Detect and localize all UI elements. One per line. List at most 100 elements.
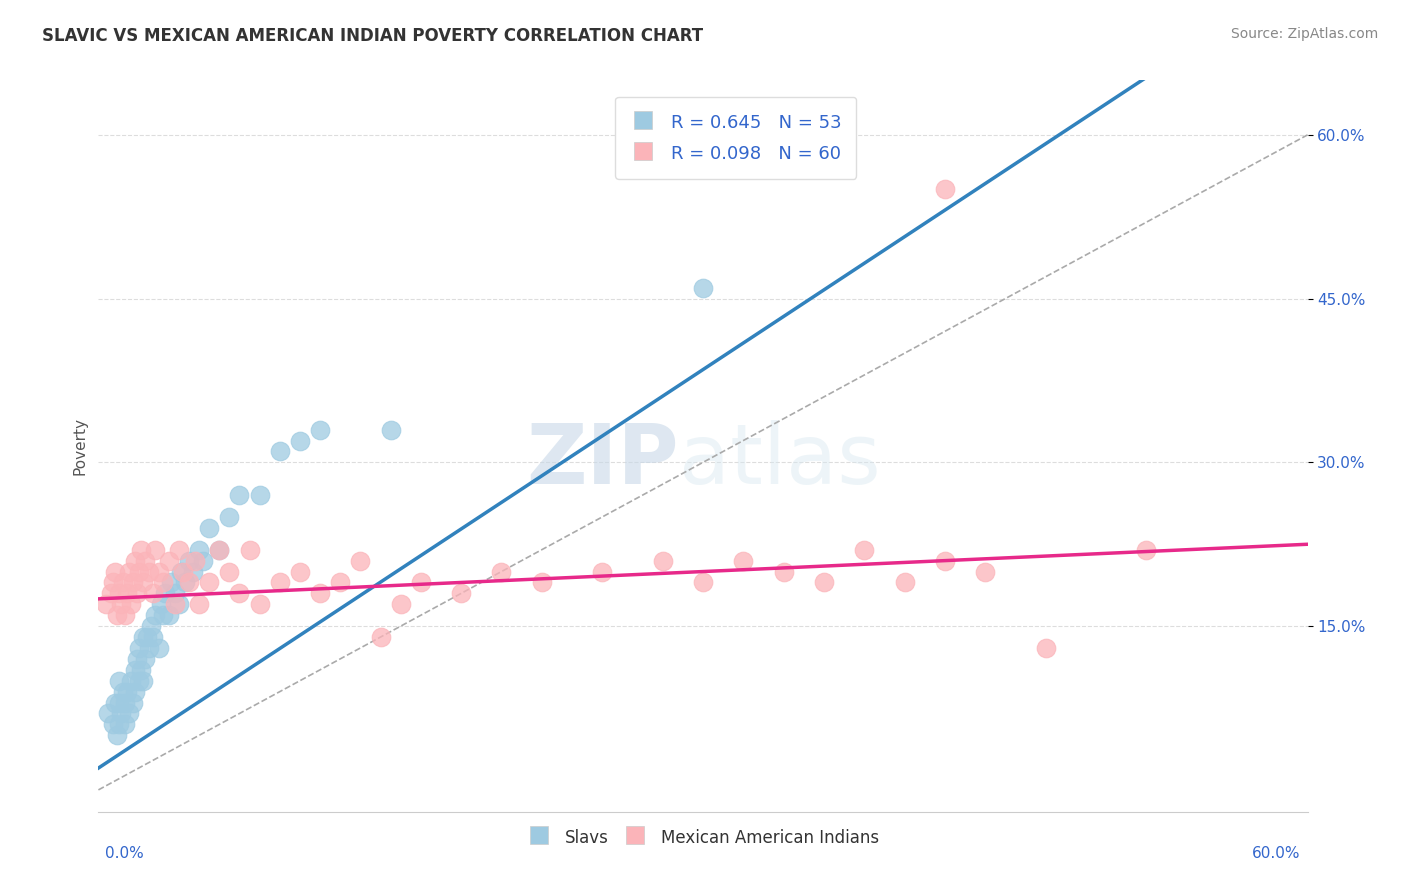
Point (121, 575, 143, 590)
Point (160, 575, 183, 590)
Point (163, 586, 186, 600)
Point (288, 434, 311, 448)
Point (269, 444, 291, 458)
Point (129, 663, 152, 677)
Point (409, 575, 432, 590)
Point (269, 575, 291, 590)
Point (198, 575, 221, 590)
Point (389, 597, 412, 611)
Point (181, 565, 204, 579)
Point (115, 684, 138, 698)
Point (349, 554, 371, 568)
Point (651, 554, 673, 568)
Point (491, 565, 513, 579)
Point (105, 728, 128, 742)
Point (132, 673, 155, 688)
Point (692, 281, 714, 295)
Point (111, 684, 134, 698)
Point (370, 630, 392, 644)
Point (893, 575, 915, 590)
Point (188, 542, 211, 557)
Point (692, 575, 714, 590)
Point (179, 554, 201, 568)
Point (249, 488, 271, 502)
Point (107, 717, 129, 731)
Point (107, 696, 129, 710)
Point (218, 565, 240, 579)
Point (124, 684, 146, 698)
Point (142, 630, 165, 644)
Text: 60.0%: 60.0% (1253, 846, 1301, 861)
Point (135, 630, 157, 644)
Point (138, 640, 160, 655)
Point (228, 586, 250, 600)
Point (132, 575, 155, 590)
Point (100, 586, 122, 600)
Point (167, 542, 190, 557)
Point (124, 663, 146, 677)
Point (591, 565, 613, 579)
Point (934, 554, 956, 568)
Point (1135, 542, 1157, 557)
Point (128, 673, 150, 688)
Point (188, 597, 211, 611)
Point (105, 608, 128, 623)
Point (813, 575, 835, 590)
Point (97, 706, 120, 721)
Point (128, 565, 150, 579)
Point (218, 510, 240, 524)
Point (733, 554, 755, 568)
Point (107, 586, 129, 600)
Point (153, 586, 176, 600)
Point (309, 586, 332, 600)
Point (208, 542, 231, 557)
Text: ZIP: ZIP (526, 420, 679, 501)
Point (450, 586, 472, 600)
Point (124, 554, 146, 568)
Point (167, 597, 190, 611)
Point (228, 488, 250, 502)
Point (184, 554, 207, 568)
Point (170, 565, 193, 579)
Point (380, 423, 402, 437)
Point (152, 608, 174, 623)
Point (103, 696, 125, 710)
Point (139, 619, 162, 633)
Point (152, 575, 174, 590)
Point (134, 554, 156, 568)
Point (148, 565, 170, 579)
Point (174, 575, 197, 590)
Point (157, 554, 180, 568)
Point (110, 597, 132, 611)
Point (974, 565, 997, 579)
Point (249, 597, 271, 611)
Point (101, 575, 124, 590)
Point (114, 696, 136, 710)
Point (118, 565, 141, 579)
Point (120, 673, 142, 688)
Y-axis label: Poverty: Poverty (72, 417, 87, 475)
Text: SLAVIC VS MEXICAN AMERICAN INDIAN POVERTY CORRELATION CHART: SLAVIC VS MEXICAN AMERICAN INDIAN POVERT… (42, 27, 703, 45)
Point (143, 608, 166, 623)
Text: 0.0%: 0.0% (105, 846, 145, 861)
Point (208, 542, 231, 557)
Legend: Slavs, Mexican American Indians: Slavs, Mexican American Indians (520, 821, 886, 855)
Point (114, 717, 136, 731)
Point (134, 652, 156, 666)
Point (125, 586, 148, 600)
Point (103, 565, 125, 579)
Point (125, 652, 148, 666)
Point (128, 640, 150, 655)
Point (934, 182, 956, 196)
Point (115, 586, 138, 600)
Text: atlas: atlas (679, 420, 880, 501)
Point (148, 640, 170, 655)
Point (138, 565, 160, 579)
Point (239, 542, 262, 557)
Point (329, 575, 352, 590)
Point (1035, 640, 1057, 655)
Point (179, 575, 201, 590)
Point (142, 586, 165, 600)
Point (157, 608, 180, 623)
Point (198, 521, 221, 535)
